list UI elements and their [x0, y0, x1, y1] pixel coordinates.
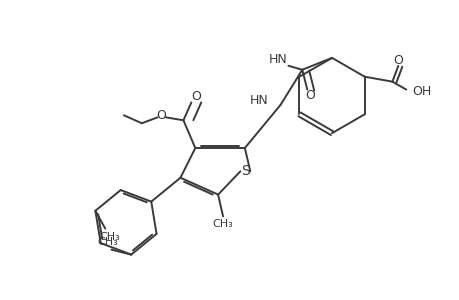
Text: CH₃: CH₃ [212, 219, 233, 229]
Text: O: O [305, 89, 314, 102]
Text: HN: HN [269, 53, 287, 66]
Text: O: O [191, 90, 201, 103]
Text: S: S [241, 164, 249, 178]
Text: O: O [392, 54, 403, 67]
Text: CH₃: CH₃ [99, 232, 119, 242]
Text: OH: OH [411, 85, 431, 98]
Text: CH₃: CH₃ [97, 237, 118, 247]
Text: O: O [157, 109, 166, 122]
Text: HN: HN [249, 94, 268, 107]
